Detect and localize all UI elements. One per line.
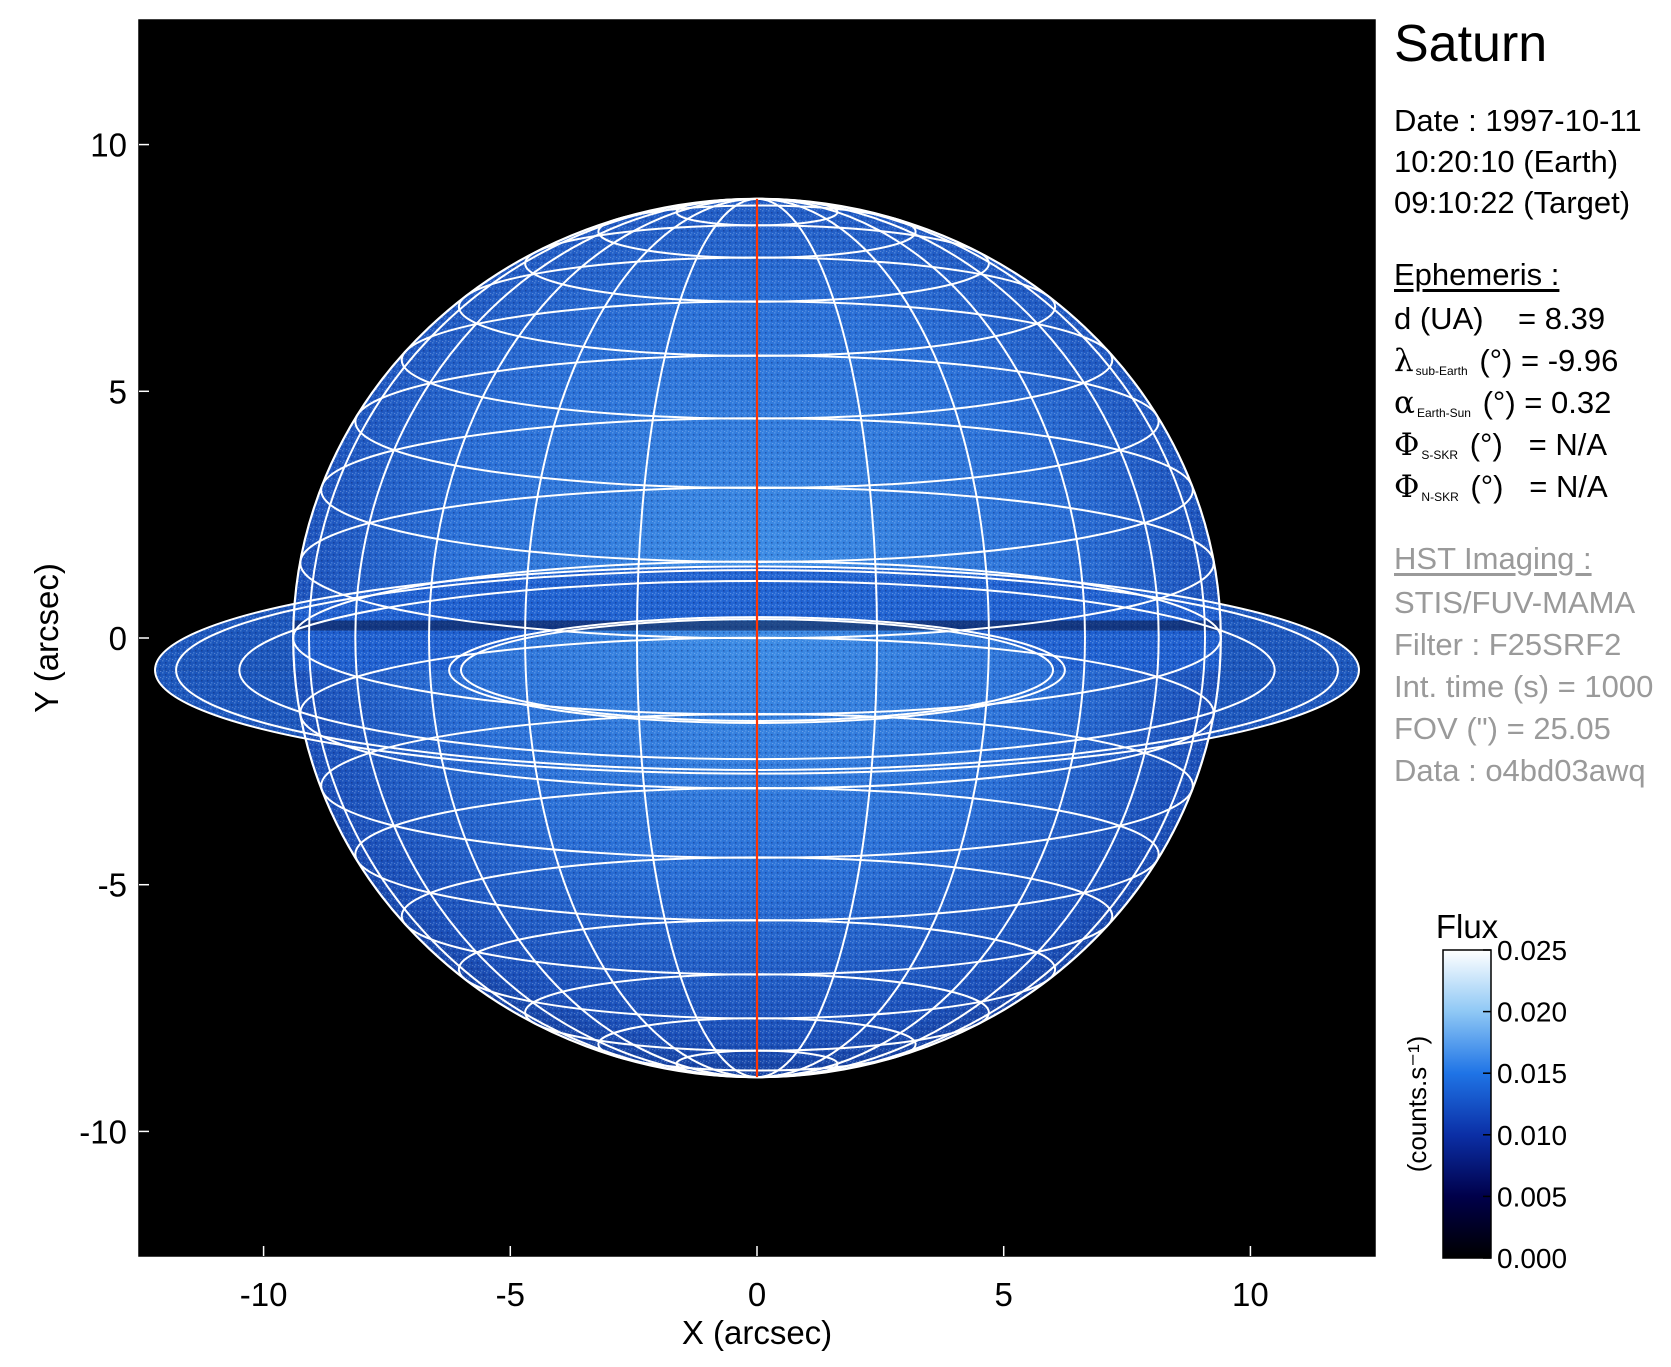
colorbar: Flux (counts.s⁻¹) 0.0000.0050.0100.0150.…: [1402, 908, 1567, 1274]
x-tick-label: 5: [995, 1276, 1013, 1313]
imaging-integration-time: Int. time (s) = 1000: [1394, 669, 1654, 704]
colorbar-tick-label: 0.015: [1497, 1058, 1567, 1089]
x-tick-label: -5: [496, 1276, 525, 1313]
ephemeris-sub-earth-latitude: λ sub-Earth (°) = -9.96: [1394, 343, 1618, 379]
saturn-scene: [154, 197, 1360, 1079]
y-tick-label: 0: [109, 620, 127, 657]
x-axis-label: X (arcsec): [682, 1314, 832, 1351]
phi-s-unit: (°): [1469, 427, 1503, 462]
y-tick-label: -10: [79, 1113, 127, 1150]
phi-s-subscript: S-SKR: [1421, 448, 1459, 462]
lambda-subscript: sub-Earth: [1415, 364, 1468, 378]
ephemeris-phi-n-skr: Φ N-SKR (°) = N/A: [1394, 469, 1608, 505]
target-name: Saturn: [1394, 15, 1548, 73]
phi-n-symbol: Φ: [1394, 469, 1420, 505]
alpha-symbol: α: [1394, 385, 1415, 421]
imaging-field-of-view: FOV (") = 25.05: [1394, 711, 1611, 746]
x-tick-label: 0: [748, 1276, 766, 1313]
plot-axes: -10 -5 0 5 10 10 5 0 -5 -10: [79, 127, 1268, 1313]
phi-n-subscript: N-SKR: [1421, 490, 1459, 504]
colorbar-tick-label: 0.000: [1497, 1243, 1567, 1274]
y-tick-label: 5: [109, 373, 127, 410]
distance-label: d (UA): [1394, 301, 1484, 336]
colorbar-tick-label: 0.025: [1497, 935, 1567, 966]
colorbar-ticks: 0.000 0.005 0.010 0.015 0.020 0.025: [1483, 935, 1567, 1274]
alpha-subscript: Earth-Sun: [1416, 406, 1471, 420]
distance-value: = 8.39: [1518, 301, 1606, 336]
colorbar-tick-label: 0.005: [1497, 1181, 1567, 1212]
ephemeris-header: Ephemeris :: [1394, 257, 1560, 292]
imaging-instrument: STIS/FUV-MAMA: [1394, 585, 1636, 620]
phi-s-symbol: Φ: [1394, 427, 1420, 463]
imaging-filter: Filter : F25SRF2: [1394, 627, 1622, 662]
colorbar-tick-label: 0.020: [1497, 997, 1567, 1028]
observation-time-earth: 10:20:10 (Earth): [1394, 144, 1619, 179]
ephemeris-distance: d (UA) = 8.39: [1394, 301, 1605, 337]
colorbar-title: Flux: [1436, 908, 1499, 945]
y-tick-label: -5: [98, 867, 127, 904]
imaging-data-id: Data : o4bd03awq: [1394, 753, 1646, 788]
phi-n-unit: (°): [1470, 469, 1504, 504]
x-tick-label: 10: [1232, 1276, 1269, 1313]
phi-s-value: = N/A: [1528, 427, 1608, 462]
alpha-value: = 0.32: [1524, 385, 1612, 420]
ephemeris-phase-angle: α Earth-Sun (°) = 0.32: [1394, 385, 1611, 421]
y-tick-label: 10: [90, 127, 127, 164]
imaging-header: HST Imaging :: [1394, 541, 1592, 576]
colorbar-scale: [1442, 949, 1492, 1259]
observation-date: Date : 1997-10-11: [1394, 103, 1642, 138]
ephemeris-phi-s-skr: Φ S-SKR (°) = N/A: [1394, 427, 1607, 463]
y-axis-label: Y (arcsec): [28, 563, 65, 713]
alpha-unit: (°): [1482, 385, 1516, 420]
x-tick-label: -10: [240, 1276, 288, 1313]
colorbar-unit-label: (counts.s⁻¹): [1402, 1036, 1432, 1173]
lambda-value: = -9.96: [1520, 343, 1619, 378]
lambda-symbol: λ: [1394, 343, 1414, 379]
observation-time-target: 09:10:22 (Target): [1394, 185, 1631, 220]
lambda-unit: (°): [1479, 343, 1513, 378]
phi-n-value: = N/A: [1529, 469, 1608, 504]
colorbar-tick-label: 0.010: [1497, 1120, 1567, 1151]
